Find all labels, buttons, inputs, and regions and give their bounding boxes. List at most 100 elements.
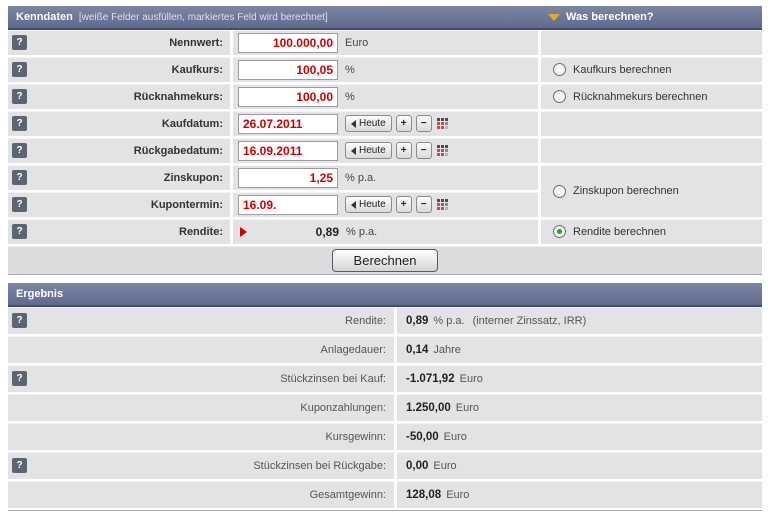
help-icon[interactable]: ? [12,170,27,185]
plus-button[interactable]: + [395,115,412,132]
heute-button[interactable]: Heute [345,115,392,132]
result-unit: % p.a. [433,314,465,327]
result-row: ? Stückzinsen bei Kauf: -1.071,92 Euro [8,365,762,392]
help-icon[interactable]: ? [12,89,27,104]
heute-button[interactable]: Heute [345,196,392,213]
result-value-cell: 0,00 Euro [397,452,762,479]
kupontermin-input[interactable] [238,194,338,215]
help-icon[interactable]: ? [12,458,27,473]
zinskupon-label: Zinskupon: [163,171,223,184]
result-label: Anlagedauer: [320,343,386,356]
zinskupon-input-cell: % p.a. [233,165,538,190]
help-icon[interactable]: ? [12,313,27,328]
radio-cell-empty [541,30,762,55]
help-icon[interactable]: ? [12,116,27,131]
radio-option-rendite[interactable]: Rendite berechnen [541,219,762,244]
result-row: Kuponzahlungen: 1.250,00 Euro [8,394,762,421]
section-gap [8,275,762,283]
submit-row: Berechnen [8,246,762,274]
rendite-label-cell: ? Rendite: [8,219,230,244]
radio-label[interactable]: Kaufkurs berechnen [573,63,672,76]
minus-button[interactable]: − [415,115,432,132]
result-note: (interner Zinssatz, IRR) [472,314,587,327]
result-value: -50,00 [406,430,439,443]
rendite-label: Rendite: [179,225,223,238]
rendite-computed-value: 0,89 [315,224,339,239]
radio-option-ruecknahmekurs[interactable]: Rücknahmekurs berechnen [541,84,762,109]
kenndaten-body: ? Nennwert: Euro ? Kaufkurs: [8,30,762,246]
ruecknahmekurs-unit: % [345,90,355,103]
radio-button-icon[interactable] [553,90,566,103]
rueckgabedatum-label: Rückgabedatum: [133,144,223,157]
calendar-icon[interactable] [436,144,450,157]
minus-button[interactable]: − [415,196,432,213]
radio-cell-empty [541,138,762,163]
radio-button-icon[interactable] [553,63,566,76]
help-icon[interactable]: ? [12,224,27,239]
radio-label[interactable]: Zinskupon berechnen [573,185,679,197]
row-kaufkurs: ? Kaufkurs: % [8,57,538,82]
radio-option-zinskupon[interactable]: Zinskupon berechnen [541,165,762,217]
calendar-icon[interactable] [436,117,450,130]
help-icon[interactable]: ? [12,143,27,158]
arrow-left-icon [351,119,356,128]
help-icon[interactable]: ? [12,62,27,77]
result-value: 128,08 [406,488,442,501]
kenndaten-title: Kenndaten [16,11,73,23]
kaufkurs-input-cell: % [233,57,538,82]
result-value-cell: -50,00 Euro [397,423,762,450]
result-label: Gesamtgewinn: [309,488,386,501]
radio-button-icon[interactable] [553,184,566,198]
kupontermin-label-cell: ? Kupontermin: [8,192,230,217]
rueckgabedatum-input-cell: Heute + − [233,138,538,163]
result-row: Anlagedauer: 0,14 Jahre [8,336,762,363]
result-value: 1.250,00 [406,401,451,414]
was-berechnen-toggle[interactable]: Was berechnen? [538,11,762,23]
kaufdatum-label-cell: ? Kaufdatum: [8,111,230,136]
nennwert-input[interactable] [238,32,338,53]
nennwert-unit: Euro [345,36,369,49]
ergebnis-body: ? Rendite: 0,89 % p.a. (interner Zinssat… [8,307,762,508]
result-label-cell: ? Stückzinsen bei Rückgabe: [8,452,394,479]
calendar-icon[interactable] [436,198,450,211]
plus-button[interactable]: + [395,196,412,213]
rendite-unit: % p.a. [346,225,378,238]
result-label-cell: Anlagedauer: [8,336,394,363]
radio-option-kaufkurs[interactable]: Kaufkurs berechnen [541,57,762,82]
radio-label[interactable]: Rendite berechnen [573,225,666,238]
result-label: Kursgewinn: [325,430,386,443]
was-berechnen-column: Kaufkurs berechnen Rücknahmekurs berechn… [541,30,762,246]
heute-button[interactable]: Heute [345,142,392,159]
zinskupon-input[interactable] [238,167,338,188]
result-row: ? Stückzinsen bei Rückgabe: 0,00 Euro [8,452,762,479]
help-icon[interactable]: ? [12,371,27,386]
ergebnis-title: Ergebnis [16,288,64,300]
berechnen-button[interactable]: Berechnen [332,248,438,272]
result-unit: Euro [459,372,483,385]
result-label: Stückzinsen bei Kauf: [280,372,386,385]
kaufdatum-input[interactable] [238,113,338,134]
triangle-down-icon [548,13,560,21]
kaufkurs-label: Kaufkurs: [171,63,223,76]
help-icon[interactable]: ? [12,197,27,212]
radio-button-icon[interactable] [553,225,566,238]
rendite-computed-cell: 0,89 % p.a. [233,219,538,244]
result-label-cell: Kuponzahlungen: [8,394,394,421]
ruecknahmekurs-input[interactable] [238,86,338,107]
radio-label[interactable]: Rücknahmekurs berechnen [573,90,708,103]
row-kupontermin: ? Kupontermin: Heute + − [8,192,538,217]
arrow-left-icon [351,200,356,209]
result-value: 0,00 [406,459,429,472]
plus-button[interactable]: + [395,142,412,159]
kaufkurs-input[interactable] [238,59,338,80]
kenndaten-section: Kenndaten [weiße Felder ausfüllen, marki… [8,6,762,275]
help-icon[interactable]: ? [12,35,27,50]
result-unit: Euro [433,459,457,472]
zinskupon-label-cell: ? Zinskupon: [8,165,230,190]
minus-button[interactable]: − [415,142,432,159]
row-rendite: ? Rendite: 0,89 % p.a. [8,219,538,244]
rueckgabedatum-input[interactable] [238,140,338,161]
ergebnis-section: Ergebnis ? Rendite: 0,89 % p.a. (interne… [8,283,762,511]
result-unit: Euro [446,488,470,501]
